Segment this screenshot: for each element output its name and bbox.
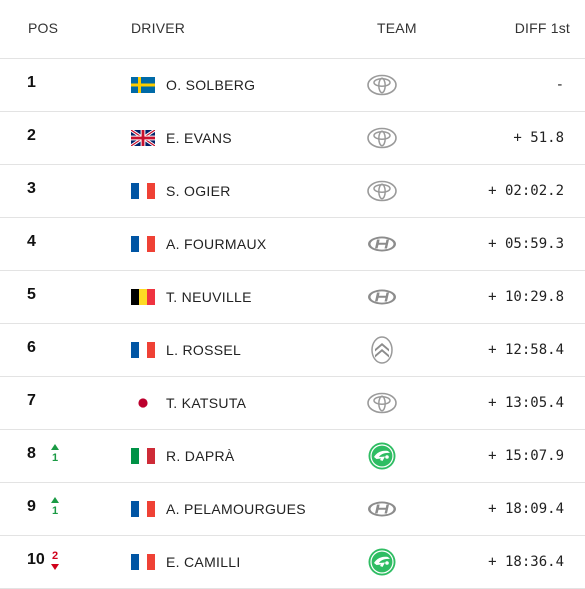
driver-name[interactable]: R. DAPRÀ — [166, 448, 235, 464]
position-change-down: 2 — [48, 550, 62, 570]
position-number: 9 — [27, 498, 36, 515]
time-diff: + 51.8 — [513, 130, 564, 146]
time-diff: + 12:58.4 — [488, 342, 564, 358]
france-flag-icon — [131, 342, 155, 358]
uk-flag-icon — [131, 130, 155, 146]
arrow-down-icon — [51, 564, 59, 570]
arrow-up-icon — [51, 497, 59, 503]
position-number: 7 — [27, 392, 36, 409]
toyota-logo-icon — [366, 389, 398, 417]
france-flag-icon — [131, 183, 155, 199]
italy-flag-icon — [131, 448, 155, 464]
header-team[interactable]: TEAM — [377, 20, 417, 36]
position-number: 1 — [27, 74, 36, 91]
france-flag-icon — [131, 236, 155, 252]
header-pos[interactable]: POS — [28, 20, 59, 36]
france-flag-icon — [131, 501, 155, 517]
table-row[interactable]: 10 2 E. CAMILLI + 18:36.4 — [0, 536, 585, 589]
table-row[interactable]: 2 E. EVANS + 51.8 — [0, 112, 585, 165]
skoda-logo-icon — [366, 548, 398, 576]
time-diff: + 15:07.9 — [488, 448, 564, 464]
toyota-logo-icon — [366, 177, 398, 205]
time-diff: + 18:36.4 — [488, 554, 564, 570]
table-row[interactable]: 5 T. NEUVILLE + 10:29.8 — [0, 271, 585, 324]
table-row[interactable]: 3 S. OGIER + 02:02.2 — [0, 165, 585, 218]
table-row[interactable]: 4 A. FOURMAUX + 05:59.3 — [0, 218, 585, 271]
driver-name[interactable]: T. NEUVILLE — [166, 289, 252, 305]
position-change-up: 1 — [48, 444, 62, 464]
position-number: 3 — [27, 180, 36, 197]
time-diff: - — [555, 77, 564, 93]
toyota-logo-icon — [366, 124, 398, 152]
position-change-value: 2 — [51, 550, 59, 562]
driver-name[interactable]: E. EVANS — [166, 130, 232, 146]
table-row[interactable]: 8 1 R. DAPRÀ + 15:07.9 — [0, 430, 585, 483]
position-number: 8 — [27, 445, 36, 462]
driver-name[interactable]: T. KATSUTA — [166, 395, 247, 411]
citroen-logo-icon — [366, 336, 398, 364]
table-body: 1 O. SOLBERG - 2 E. EVANS + 51.8 3 S. OGIER + 02… — [0, 59, 585, 589]
hyundai-logo-icon — [366, 495, 398, 523]
position-change-up: 1 — [48, 497, 62, 517]
toyota-logo-icon — [366, 71, 398, 99]
header-driver[interactable]: DRIVER — [131, 20, 186, 36]
skoda-logo-icon — [366, 442, 398, 470]
position-number: 4 — [27, 233, 36, 250]
hyundai-logo-icon — [366, 283, 398, 311]
driver-name[interactable]: E. CAMILLI — [166, 554, 241, 570]
france-flag-icon — [131, 554, 155, 570]
japan-flag-icon — [131, 395, 155, 411]
table-row[interactable]: 6 L. ROSSEL + 12:58.4 — [0, 324, 585, 377]
driver-name[interactable]: A. FOURMAUX — [166, 236, 267, 252]
position-number: 5 — [27, 286, 36, 303]
time-diff: + 13:05.4 — [488, 395, 564, 411]
position-number: 2 — [27, 127, 36, 144]
sweden-flag-icon — [131, 77, 155, 93]
driver-name[interactable]: A. PELAMOURGUES — [166, 501, 306, 517]
table-row[interactable]: 7 T. KATSUTA + 13:05.4 — [0, 377, 585, 430]
position-change-value: 1 — [51, 452, 59, 464]
driver-name[interactable]: L. ROSSEL — [166, 342, 242, 358]
position-change-value: 1 — [51, 505, 59, 517]
driver-name[interactable]: O. SOLBERG — [166, 77, 256, 93]
position-number: 10 — [27, 551, 45, 568]
position-number: 6 — [27, 339, 36, 356]
time-diff: + 18:09.4 — [488, 501, 564, 517]
time-diff: + 02:02.2 — [488, 183, 564, 199]
driver-name[interactable]: S. OGIER — [166, 183, 231, 199]
time-diff: + 05:59.3 — [488, 236, 564, 252]
time-diff: + 10:29.8 — [488, 289, 564, 305]
table-row[interactable]: 9 1 A. PELAMOURGUES + 18:09.4 — [0, 483, 585, 536]
header-diff[interactable]: DIFF 1st — [514, 20, 570, 36]
arrow-up-icon — [51, 444, 59, 450]
table-header: POS DRIVER TEAM DIFF 1st — [0, 0, 585, 59]
hyundai-logo-icon — [366, 230, 398, 258]
belgium-flag-icon — [131, 289, 155, 305]
table-row[interactable]: 1 O. SOLBERG - — [0, 59, 585, 112]
